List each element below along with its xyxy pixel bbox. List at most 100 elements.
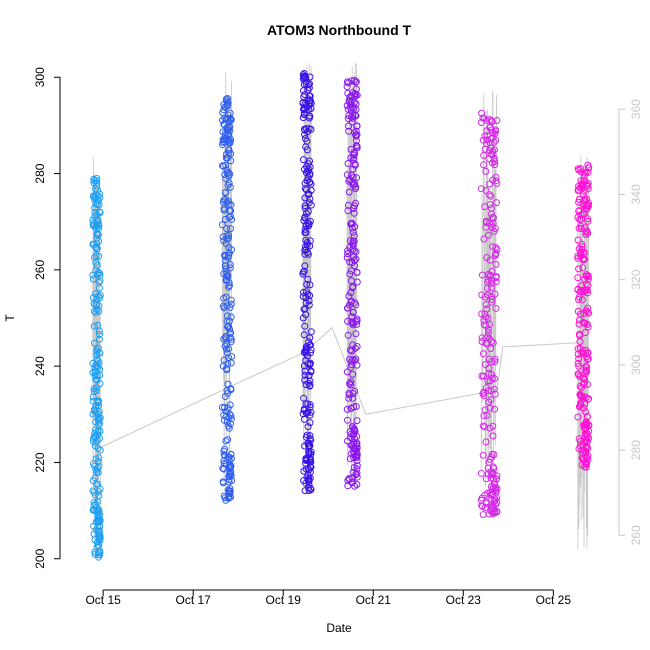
data-point — [484, 325, 492, 333]
data-point — [221, 342, 229, 350]
data-point — [222, 262, 230, 270]
data-point — [306, 80, 313, 88]
data-point — [344, 201, 352, 209]
data-point — [350, 149, 358, 156]
data-point — [575, 371, 583, 379]
data-point — [486, 116, 494, 124]
data-point — [221, 404, 228, 411]
data-point — [306, 419, 314, 427]
data-point — [303, 241, 311, 249]
y-tick-label: 220 — [33, 452, 47, 472]
data-point — [489, 432, 497, 440]
data-point — [487, 210, 495, 218]
data-point — [90, 307, 98, 315]
data-point — [300, 70, 308, 77]
data-point — [574, 359, 582, 367]
data-point — [226, 325, 233, 333]
data-point — [584, 273, 592, 281]
data-point — [580, 288, 588, 296]
data-point — [302, 346, 310, 353]
data-point — [487, 276, 495, 284]
data-point — [91, 213, 99, 220]
data-point — [343, 102, 351, 109]
data-point — [576, 402, 584, 410]
data-point — [348, 220, 356, 228]
data-point — [492, 488, 500, 496]
data-point — [344, 115, 352, 123]
data-point — [482, 167, 490, 175]
data-point — [305, 125, 313, 133]
data-point — [303, 280, 311, 288]
data-point — [225, 252, 233, 259]
data-point — [225, 125, 233, 132]
data-point — [224, 380, 232, 388]
data-point — [94, 531, 102, 539]
data-point — [223, 169, 231, 177]
data-point — [484, 464, 492, 472]
data-point — [348, 171, 356, 179]
data-point — [303, 238, 311, 246]
data-point — [219, 464, 227, 472]
data-point — [486, 139, 494, 147]
data-point — [485, 510, 493, 518]
data-point — [577, 211, 585, 219]
data-point — [92, 384, 100, 392]
data-point — [92, 455, 100, 463]
data-point — [482, 301, 490, 308]
data-point — [487, 345, 495, 353]
data-point — [345, 188, 353, 196]
data-point — [227, 359, 235, 367]
data-point — [227, 225, 234, 233]
data-point — [220, 302, 227, 310]
data-point — [306, 170, 314, 178]
data-point — [90, 339, 98, 347]
data-point — [580, 379, 588, 387]
data-point — [485, 398, 493, 406]
data-point — [223, 418, 231, 426]
data-point — [305, 379, 313, 387]
data-point — [91, 474, 99, 482]
data-point — [351, 257, 358, 264]
data-point — [489, 483, 497, 491]
data-point — [300, 87, 307, 95]
data-point — [576, 216, 584, 223]
data-point — [486, 377, 494, 385]
data-point — [93, 201, 101, 208]
data-point — [350, 76, 358, 84]
data-point — [90, 387, 98, 395]
data-point — [306, 178, 314, 186]
data-point — [302, 229, 310, 237]
data-point — [353, 122, 361, 130]
data-point — [221, 252, 229, 260]
data-point — [575, 355, 583, 363]
right-tick-label: 300 — [629, 355, 643, 375]
data-point — [302, 125, 310, 133]
data-point — [584, 201, 592, 209]
data-point — [225, 146, 232, 154]
data-point — [221, 189, 229, 197]
data-point — [579, 347, 587, 355]
data-point — [92, 252, 100, 260]
data-point — [484, 291, 492, 299]
data-points — [89, 70, 593, 561]
data-point — [226, 329, 234, 337]
data-point — [345, 122, 352, 130]
data-point — [301, 73, 309, 81]
data-point — [302, 143, 310, 151]
data-point — [576, 332, 584, 340]
data-point — [347, 346, 354, 354]
data-point — [582, 271, 590, 279]
data-point — [580, 248, 588, 256]
data-point — [349, 478, 356, 486]
data-point — [223, 312, 231, 320]
data-point — [480, 316, 488, 324]
data-point — [95, 278, 103, 286]
data-point — [581, 169, 589, 177]
data-point — [219, 362, 227, 370]
data-point — [95, 252, 103, 260]
data-point — [574, 274, 582, 282]
data-point — [93, 230, 101, 238]
data-point — [305, 84, 313, 92]
data-point — [580, 210, 588, 218]
data-point — [92, 300, 100, 308]
